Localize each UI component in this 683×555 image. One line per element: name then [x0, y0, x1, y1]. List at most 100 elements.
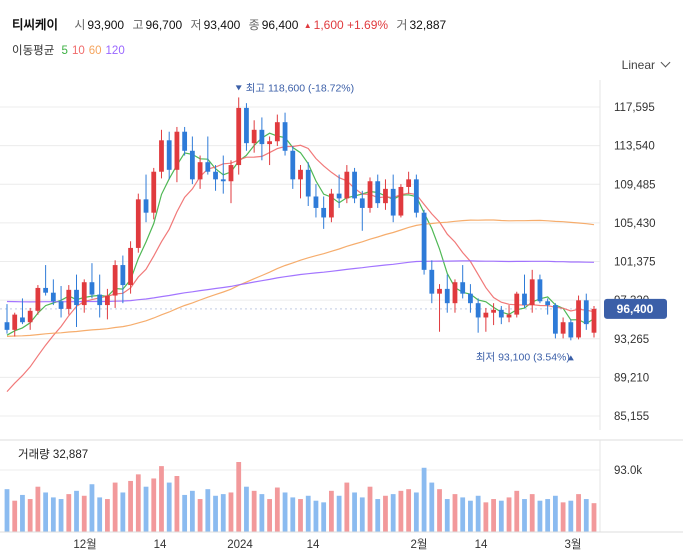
candle — [305, 162, 311, 207]
candle — [383, 179, 388, 210]
ma-10: 10 — [71, 45, 85, 57]
candle-body — [251, 129, 257, 144]
candle-body — [43, 287, 49, 293]
candle-body — [89, 282, 95, 295]
candle — [35, 285, 41, 315]
candle — [105, 288, 110, 320]
candle-body — [452, 282, 458, 304]
quote-summary: 티씨케이 시 93,900 고 96,700 저 93,400 종 96,400 ▲ 1,… — [12, 14, 446, 33]
last-price-badge — [604, 298, 667, 319]
volume-bar — [151, 478, 157, 532]
ma-legend[interactable]: 이동평균 5 10 60 120 — [12, 42, 125, 58]
candle-body — [12, 314, 18, 330]
volume-bar — [228, 492, 234, 532]
ma-line-10 — [6, 144, 595, 393]
volume-bar — [529, 494, 535, 532]
volume-bar — [189, 490, 195, 532]
volume-bar — [174, 476, 180, 532]
volume-bar — [336, 495, 342, 532]
candle-body — [159, 140, 164, 172]
volume-bar — [81, 495, 87, 532]
open-value: 93,900 — [87, 18, 125, 32]
candle — [27, 307, 33, 330]
candle — [251, 120, 257, 153]
volume-bar — [244, 486, 249, 532]
candle-body — [298, 169, 303, 180]
last-price-label: 96,400 — [617, 302, 654, 316]
y-tick-label: 89,210 — [614, 372, 649, 384]
quote-header: 티씨케이 시 93,900 고 96,700 저 93,400 종 96,400 ▲ 1,… — [0, 0, 683, 60]
volume-bar — [282, 492, 288, 532]
candle-body — [475, 303, 481, 318]
candle — [298, 165, 303, 199]
volume-bar — [274, 487, 280, 532]
candle — [50, 279, 56, 306]
candle — [406, 171, 412, 194]
candle — [58, 286, 64, 318]
volume-bar — [305, 495, 311, 532]
y-tick-label: 101,375 — [614, 257, 656, 269]
candle-body — [135, 199, 141, 248]
volume-bar — [43, 492, 49, 532]
candle — [159, 129, 164, 179]
candle-body — [151, 171, 157, 213]
candle-body — [506, 314, 512, 318]
volume-bar — [27, 499, 33, 532]
candle-body — [460, 282, 466, 294]
x-tick-label: 14 — [154, 539, 167, 551]
volume-bar — [560, 502, 566, 532]
candle-body — [421, 212, 427, 270]
volume-bar — [390, 494, 396, 532]
candle — [552, 303, 558, 339]
candle-body — [329, 193, 334, 218]
candle — [228, 160, 234, 204]
volume-bar — [251, 490, 257, 532]
low-label: 저 — [190, 18, 202, 32]
volume-bar — [359, 497, 365, 532]
volume-bar — [4, 489, 10, 532]
ma-60: 60 — [88, 45, 102, 57]
candle-body — [383, 188, 388, 204]
candle — [568, 319, 574, 341]
candle — [143, 174, 149, 223]
candle — [20, 298, 25, 325]
volume-bar — [413, 492, 419, 532]
candle-body — [174, 131, 180, 170]
candle-body — [560, 322, 566, 334]
candle — [491, 303, 496, 326]
candle — [390, 174, 396, 223]
candle — [267, 136, 272, 166]
candle — [120, 255, 126, 304]
volume-bar — [97, 497, 103, 532]
candle — [112, 260, 118, 308]
candle — [321, 196, 327, 229]
volume-bar — [421, 467, 427, 532]
volume-bar — [475, 495, 481, 532]
candle — [74, 274, 79, 327]
volume-bar — [583, 499, 589, 532]
volume-bar — [105, 499, 110, 532]
y-tick-label: 109,485 — [614, 179, 656, 191]
y-tick-label: 93,265 — [614, 334, 649, 346]
candle-body — [537, 279, 543, 302]
scale-dropdown[interactable]: Linear — [622, 57, 671, 72]
candle — [189, 136, 195, 185]
candle-body — [213, 171, 218, 180]
y-tick-label: 85,155 — [614, 411, 649, 423]
candle — [529, 269, 535, 313]
candle-body — [4, 322, 10, 330]
candle — [591, 306, 597, 338]
volume-bar — [375, 499, 381, 532]
ma-legend-label: 이동평균 — [12, 45, 55, 57]
candle-body — [120, 265, 126, 286]
min-marker-icon — [567, 355, 574, 361]
candle-body — [282, 122, 288, 151]
candle — [236, 97, 242, 175]
candle-body — [197, 162, 203, 180]
volume-bar — [552, 495, 558, 532]
max-annotation: 최고 118,600 (-18.72%) — [246, 82, 354, 94]
candle-body — [290, 150, 296, 180]
change-percent: +1.69% — [347, 18, 389, 32]
ma-5: 5 — [61, 45, 68, 57]
